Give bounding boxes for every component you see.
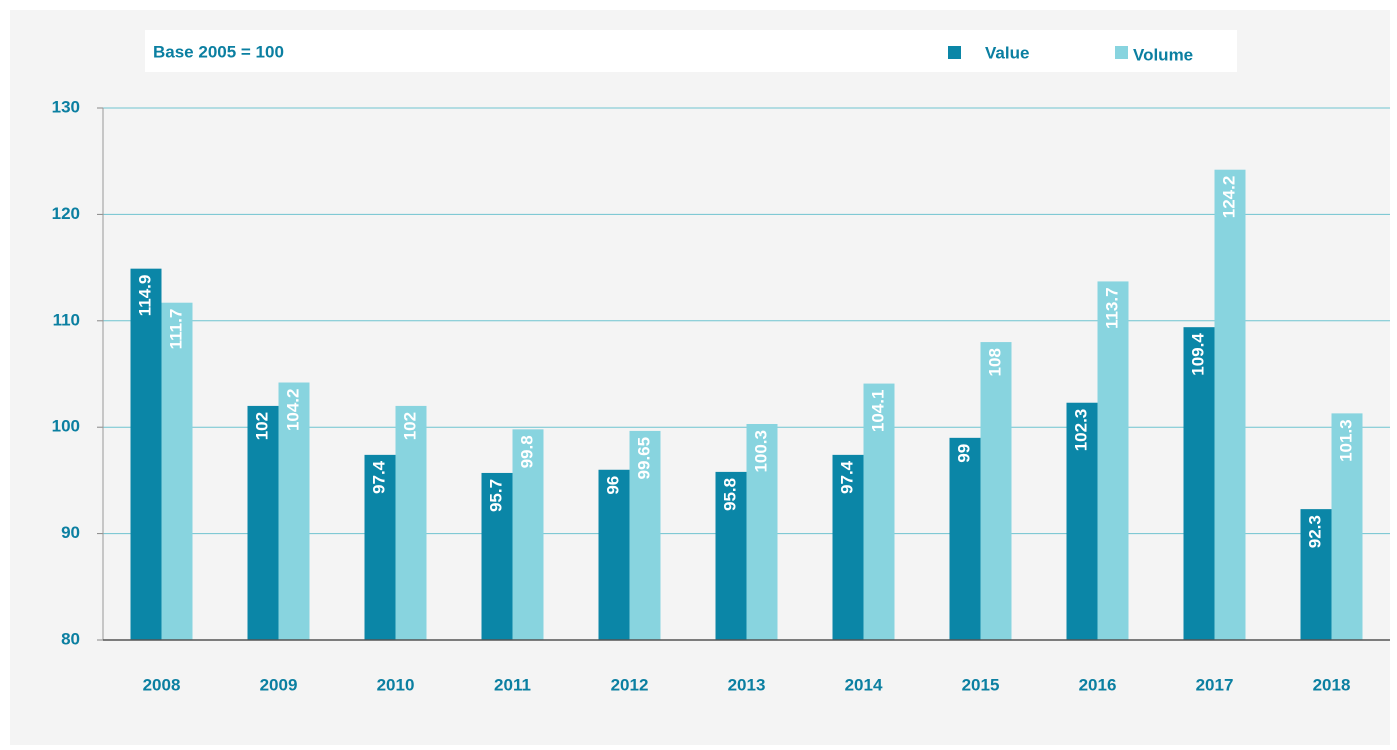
data-label: 100.3: [751, 430, 770, 473]
bar: [949, 437, 981, 640]
bar: [715, 471, 747, 640]
bar: [161, 302, 193, 640]
bar: [598, 469, 630, 640]
bar: [1300, 509, 1332, 640]
bar: [1183, 327, 1215, 640]
bar: [395, 405, 427, 640]
y-tick-label: 90: [61, 523, 80, 542]
data-label: 99: [954, 444, 973, 463]
data-label: 102.3: [1071, 409, 1090, 452]
bar: [1097, 281, 1129, 640]
bar: [481, 472, 513, 640]
bar: [980, 342, 1012, 640]
x-tick-label: 2018: [1313, 675, 1351, 694]
header-box: [145, 30, 1237, 72]
data-label: 111.7: [166, 309, 185, 350]
data-label: 96: [603, 476, 622, 495]
x-tick-label: 2017: [1196, 675, 1234, 694]
y-tick-label: 120: [52, 204, 80, 223]
data-label: 102: [400, 412, 419, 440]
data-label: 97.4: [837, 460, 856, 494]
bar: [1214, 169, 1246, 640]
subtitle: Base 2005 = 100: [153, 42, 284, 61]
data-label: 102: [252, 412, 271, 440]
x-tick-label: 2010: [377, 675, 415, 694]
x-tick-label: 2014: [845, 675, 883, 694]
data-label: 104.2: [283, 389, 302, 432]
bar: [364, 454, 396, 640]
y-tick-label: 100: [52, 417, 80, 436]
bar: [629, 430, 661, 640]
bar: [1331, 413, 1363, 640]
bar: [512, 429, 544, 640]
data-label: 99.8: [517, 435, 536, 468]
data-label: 124.2: [1219, 176, 1238, 219]
data-label: 95.8: [720, 478, 739, 511]
x-tick-label: 2016: [1079, 675, 1117, 694]
x-tick-label: 2011: [494, 675, 531, 694]
bar: [746, 424, 778, 640]
x-tick-label: 2008: [143, 675, 181, 694]
data-label: 109.4: [1188, 333, 1207, 376]
data-label: 95.7: [486, 479, 505, 512]
data-label: 99.65: [634, 437, 653, 480]
legend-swatch: [948, 46, 961, 59]
legend-label: Value: [985, 43, 1029, 62]
bar: [130, 268, 162, 640]
y-tick-label: 80: [61, 629, 80, 648]
y-tick-label: 110: [53, 310, 80, 329]
bar: [247, 405, 279, 640]
data-label: 92.3: [1305, 515, 1324, 548]
y-tick-label: 130: [52, 97, 80, 116]
data-label: 104.1: [868, 390, 887, 433]
bar: [832, 454, 864, 640]
data-label: 108: [985, 348, 1004, 376]
legend-swatch: [1115, 46, 1128, 59]
x-tick-label: 2009: [260, 675, 298, 694]
data-label: 101.3: [1336, 419, 1355, 462]
panel: [10, 10, 1390, 745]
x-tick-label: 2012: [611, 675, 649, 694]
bar: [863, 383, 895, 640]
data-label: 113.7: [1102, 287, 1121, 329]
data-label: 114.9: [135, 275, 154, 317]
x-tick-label: 2015: [962, 675, 1000, 694]
data-label: 97.4: [369, 460, 388, 494]
bar: [1066, 402, 1098, 640]
legend-label: Volume: [1133, 45, 1193, 64]
x-tick-label: 2013: [728, 675, 766, 694]
bar: [278, 382, 310, 640]
